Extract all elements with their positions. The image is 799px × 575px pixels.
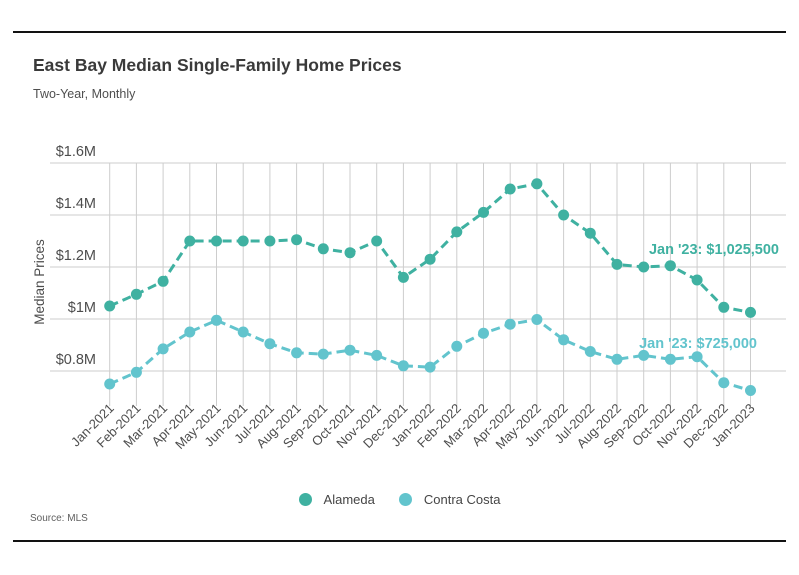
alameda-data-point[interactable] bbox=[584, 227, 596, 239]
line-chart: $1.6M $1.4M $1.2M $1M $0.8M Median Prices Jan-… bbox=[32, 144, 786, 452]
contra-costa-data-point[interactable] bbox=[344, 344, 356, 356]
alameda-data-point[interactable] bbox=[691, 274, 703, 286]
alameda-data-point[interactable] bbox=[718, 301, 730, 313]
y-axis-title: Median Prices bbox=[32, 239, 47, 325]
legend-label-contra-costa: Contra Costa bbox=[423, 492, 501, 507]
chart-legend: Alameda Contra Costa bbox=[0, 492, 799, 507]
contra-costa-data-point[interactable] bbox=[504, 318, 516, 330]
alameda-data-point[interactable] bbox=[531, 178, 543, 190]
alameda-data-point[interactable] bbox=[478, 206, 489, 218]
alameda-data-point[interactable] bbox=[558, 209, 570, 221]
contra-costa-data-point[interactable] bbox=[745, 385, 756, 396]
legend-dot-alameda bbox=[298, 493, 312, 506]
legend-label-alameda: Alameda bbox=[323, 492, 375, 507]
alameda-data-point[interactable] bbox=[745, 306, 756, 318]
gridlines bbox=[50, 162, 786, 406]
bottom-rule bbox=[13, 540, 786, 542]
alameda-data-point[interactable] bbox=[344, 247, 356, 259]
contra-costa-data-point[interactable] bbox=[718, 377, 730, 389]
y-tick-label: $0.8M bbox=[56, 352, 96, 368]
contra-costa-data-point[interactable] bbox=[397, 360, 409, 372]
contra-costa-data-point[interactable] bbox=[451, 340, 463, 352]
alameda-data-point[interactable] bbox=[184, 235, 196, 247]
alameda-data-point[interactable] bbox=[451, 226, 463, 238]
contra-costa-data-point[interactable] bbox=[424, 361, 436, 373]
contra-costa-data-point[interactable] bbox=[264, 338, 276, 350]
contra-costa-data-point[interactable] bbox=[130, 366, 142, 378]
alameda-data-point[interactable] bbox=[504, 183, 516, 195]
contra-costa-data-point[interactable] bbox=[317, 348, 329, 360]
legend-item-alameda: Alameda bbox=[298, 492, 375, 507]
source-note: Source: MLS bbox=[30, 513, 88, 524]
contra-costa-data-point[interactable] bbox=[157, 343, 169, 355]
alameda-data-point[interactable] bbox=[371, 235, 383, 247]
y-tick-label: $1.4M bbox=[56, 196, 96, 212]
chart-title: East Bay Median Single-Family Home Price… bbox=[33, 55, 402, 75]
contra-costa-data-point[interactable] bbox=[558, 334, 570, 346]
chart-subtitle: Two-Year, Monthly bbox=[33, 87, 136, 101]
series-contra-costa bbox=[104, 314, 756, 396]
alameda-data-point[interactable] bbox=[638, 261, 650, 273]
annotation-contra-costa: Jan '23: $725,000 bbox=[639, 336, 757, 352]
alameda-data-point[interactable] bbox=[264, 235, 276, 247]
contra-costa-data-point[interactable] bbox=[104, 378, 116, 390]
alameda-data-point[interactable] bbox=[317, 243, 329, 255]
alameda-data-point[interactable] bbox=[211, 235, 222, 247]
y-tick-label: $1.2M bbox=[56, 248, 96, 264]
contra-costa-data-point[interactable] bbox=[291, 347, 303, 359]
contra-costa-data-point[interactable] bbox=[691, 351, 703, 363]
alameda-data-point[interactable] bbox=[611, 258, 623, 270]
annotation-alameda: Jan '23: $1,025,500 bbox=[649, 242, 779, 258]
contra-costa-data-point[interactable] bbox=[237, 326, 249, 338]
y-axis-labels: $1.6M $1.4M $1.2M $1M $0.8M bbox=[56, 144, 96, 368]
y-tick-label: $1.6M bbox=[56, 144, 96, 160]
alameda-data-point[interactable] bbox=[157, 275, 169, 287]
contra-costa-data-point[interactable] bbox=[664, 353, 676, 365]
alameda-data-point[interactable] bbox=[130, 288, 142, 300]
alameda-data-point[interactable] bbox=[237, 235, 249, 247]
contra-costa-data-point[interactable] bbox=[638, 349, 650, 361]
y-tick-label: $1M bbox=[68, 300, 96, 316]
legend-item-contra-costa: Contra Costa bbox=[398, 492, 501, 507]
contra-costa-data-point[interactable] bbox=[531, 314, 543, 325]
contra-costa-data-point[interactable] bbox=[211, 314, 222, 326]
alameda-data-point[interactable] bbox=[397, 271, 409, 283]
alameda-data-point[interactable] bbox=[424, 253, 436, 265]
top-rule bbox=[13, 31, 786, 33]
x-axis-labels: Jan-2021Feb-2021Mar-2021Apr-2021May-2021… bbox=[68, 401, 758, 452]
contra-costa-data-point[interactable] bbox=[478, 327, 489, 339]
alameda-data-point[interactable] bbox=[664, 260, 676, 272]
contra-costa-data-point[interactable] bbox=[371, 349, 383, 361]
contra-costa-data-point[interactable] bbox=[184, 326, 196, 338]
legend-dot-contra-costa bbox=[398, 493, 412, 506]
contra-costa-data-point[interactable] bbox=[584, 346, 596, 357]
contra-costa-data-point[interactable] bbox=[611, 353, 623, 365]
alameda-data-point[interactable] bbox=[291, 234, 303, 246]
series-alameda bbox=[104, 178, 756, 318]
alameda-data-point[interactable] bbox=[104, 300, 116, 312]
